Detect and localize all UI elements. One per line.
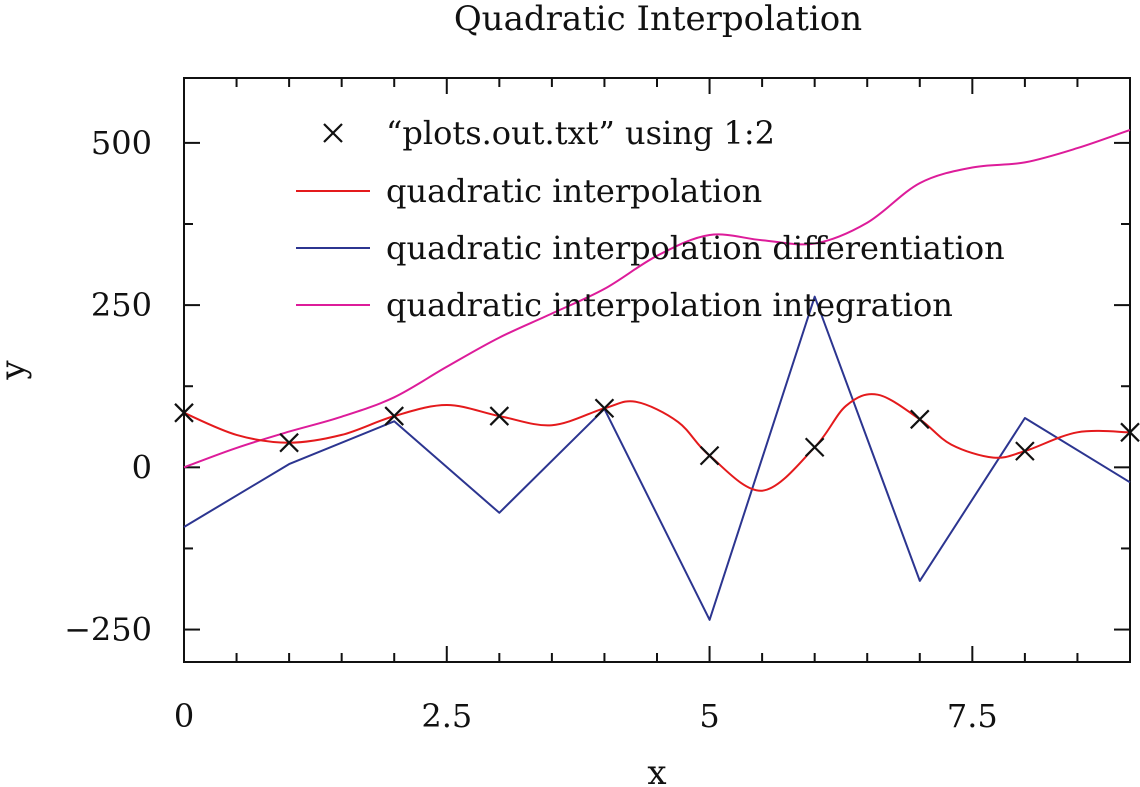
series-quadratic-interpolation-differentiation-line xyxy=(183,295,1131,621)
legend-marker-stroke-b xyxy=(323,123,343,143)
x-tick-label: 0 xyxy=(174,697,194,735)
data-point-stroke-b xyxy=(489,406,510,426)
data-point-stroke-b xyxy=(279,432,299,453)
legend-label: quadratic interpolation xyxy=(386,172,762,210)
y-tick-label: −250 xyxy=(64,611,152,649)
data-point-stroke-b xyxy=(909,409,930,430)
series-quadratic-interpolation-integration-line xyxy=(183,128,1131,469)
data-point-stroke-b xyxy=(384,406,405,426)
data-point xyxy=(279,432,299,453)
data-point xyxy=(699,445,720,466)
axis-ticks xyxy=(183,78,1131,662)
x-tick-label: 5 xyxy=(699,697,719,735)
x-tick-label: 7.5 xyxy=(947,697,998,735)
legend-marker xyxy=(323,123,343,143)
series-quadratic-interpolation-line xyxy=(183,393,1131,492)
data-point xyxy=(909,409,930,430)
data-point xyxy=(1015,441,1035,461)
data-point xyxy=(804,437,825,457)
data-point xyxy=(594,398,615,419)
y-tick-label: 0 xyxy=(132,448,152,486)
legend: “plots.out.txt” using 1:2 quadratic inter… xyxy=(296,114,1005,324)
chart-title: Quadratic Interpolation xyxy=(454,0,862,39)
data-point xyxy=(174,403,194,423)
data-point-stroke-b xyxy=(174,403,194,423)
data-point-stroke-b xyxy=(594,398,615,419)
data-point-stroke-b xyxy=(1015,441,1035,461)
y-axis-label: y xyxy=(0,360,33,381)
x-axis-label: x xyxy=(647,753,666,787)
data-point xyxy=(384,406,405,426)
data-point-stroke-b xyxy=(1120,422,1140,443)
axis-tick-labels: 0 2.5 5 7.5 −250 0 250 500 xyxy=(64,124,998,735)
data-point-stroke-b xyxy=(804,437,825,457)
data-point xyxy=(489,406,510,426)
legend-label: quadratic interpolation integration xyxy=(386,286,953,324)
x-tick-label: 2.5 xyxy=(421,697,472,735)
data-point xyxy=(1120,422,1140,443)
legend-label: “plots.out.txt” using 1:2 xyxy=(386,114,775,152)
data-point-stroke-b xyxy=(699,445,720,466)
y-tick-label: 500 xyxy=(91,124,152,162)
series-layer xyxy=(174,128,1140,621)
legend-label: quadratic interpolation differentiation xyxy=(386,229,1005,267)
y-tick-label: 250 xyxy=(91,286,152,324)
